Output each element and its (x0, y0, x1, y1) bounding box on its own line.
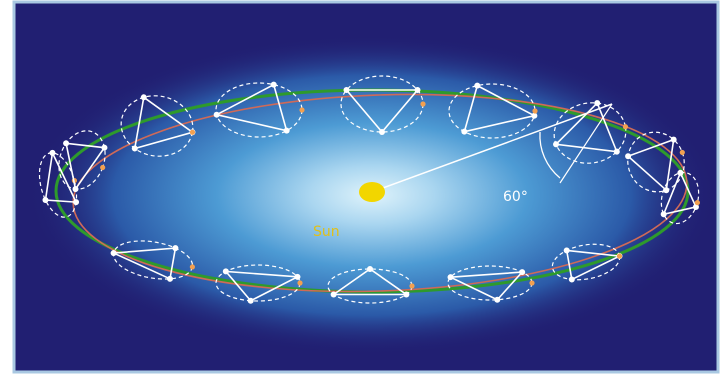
spacecraft-dot (72, 186, 79, 193)
spacecraft-formation (551, 243, 623, 283)
spacecraft-dot (140, 94, 147, 101)
spacecraft-dot (625, 153, 632, 160)
spacecraft-dot (447, 274, 454, 281)
formation-triangle (565, 249, 623, 281)
spacecraft-dot (563, 247, 570, 254)
formation-triangle (626, 138, 675, 192)
orbit-marker (299, 107, 305, 113)
orbit-marker (529, 280, 535, 286)
spacecraft-formation (552, 100, 629, 164)
spacecraft-dot (552, 141, 559, 148)
spacecraft-dot (660, 211, 667, 218)
formation-triangle (554, 101, 619, 153)
spacecraft-formation (660, 169, 700, 225)
spacecraft-dot (367, 266, 373, 272)
spacecraft-dot (594, 100, 601, 107)
formation-triangle (133, 95, 195, 150)
spacecraft-dot (474, 82, 481, 89)
spacecraft-dot (343, 87, 350, 93)
orbit-marker (420, 101, 426, 107)
spacecraft-dot (73, 199, 80, 206)
spacecraft-formation (120, 94, 196, 157)
spacecraft-dot (283, 127, 290, 134)
spacecraft-formation (58, 130, 108, 193)
spacecraft-dot (101, 144, 108, 151)
spacecraft-formation (213, 81, 305, 138)
spacecraft-dot (379, 129, 385, 135)
spacecraft-dot (330, 291, 337, 298)
spacecraft-dot (166, 275, 173, 282)
spacecraft-dot (49, 149, 56, 156)
spacecraft-dot (531, 112, 538, 119)
formation-triangle (65, 142, 106, 192)
spacecraft-formation (327, 266, 415, 304)
orbit-marker (409, 283, 415, 289)
orbit-marker (100, 164, 106, 171)
spacecraft-dot (131, 145, 138, 152)
spacecraft-dot (461, 128, 468, 135)
spacecraft-formation (447, 265, 535, 303)
spacecraft-dot (414, 87, 421, 93)
orbit-marker (694, 200, 700, 206)
spacecraft-dot (677, 169, 684, 176)
spacecraft-dot (42, 197, 49, 204)
spacecraft-dot (222, 268, 229, 275)
formation-triangle (110, 247, 177, 280)
spacecraft-dot (519, 269, 526, 276)
spacecraft-formation (625, 131, 685, 194)
orbit-marker (622, 124, 629, 130)
spacecraft-dot (692, 203, 699, 210)
sun-icon (359, 182, 385, 202)
orbit-marker (532, 108, 538, 114)
spacecraft-formations (38, 75, 700, 304)
spacecraft-formation (448, 82, 538, 139)
red-orbit (72, 93, 688, 293)
radius-line (371, 103, 613, 193)
orbit-marker (679, 149, 685, 156)
spacecraft-dot (494, 296, 501, 303)
spacecraft-dot (110, 250, 117, 257)
spacecraft-dot (213, 111, 220, 118)
spacecraft-dot (403, 291, 410, 298)
spacecraft-dot (568, 276, 575, 283)
formation-triangle (344, 89, 420, 134)
spacecraft-dot (247, 297, 254, 304)
formation-triangle (463, 84, 537, 133)
orbit-marker (189, 264, 195, 270)
spacecraft-dot (663, 187, 670, 194)
sun-label: Sun (313, 224, 340, 240)
spacecraft-dot (294, 273, 301, 280)
formation-triangle (214, 83, 288, 132)
spacecraft-dot (613, 148, 620, 155)
orbit-marker (616, 253, 623, 259)
spacecraft-dot (270, 81, 277, 88)
spacecraft-dot (172, 245, 179, 252)
formation-triangle (223, 270, 301, 302)
spacecraft-formation (215, 264, 303, 304)
spacecraft-formation (110, 240, 195, 282)
formation-triangle (331, 268, 409, 296)
spacecraft-dot (63, 140, 70, 147)
spacecraft-dot (670, 136, 677, 143)
spacecraft-formation (340, 75, 426, 135)
formation-triangle (662, 170, 698, 216)
formation-triangle (447, 271, 525, 301)
orbit-marker (189, 129, 196, 135)
angle-label: 60° (503, 189, 528, 205)
angle-arc (539, 131, 561, 179)
orbit-marker (297, 280, 303, 286)
formation-triangle (44, 150, 78, 204)
